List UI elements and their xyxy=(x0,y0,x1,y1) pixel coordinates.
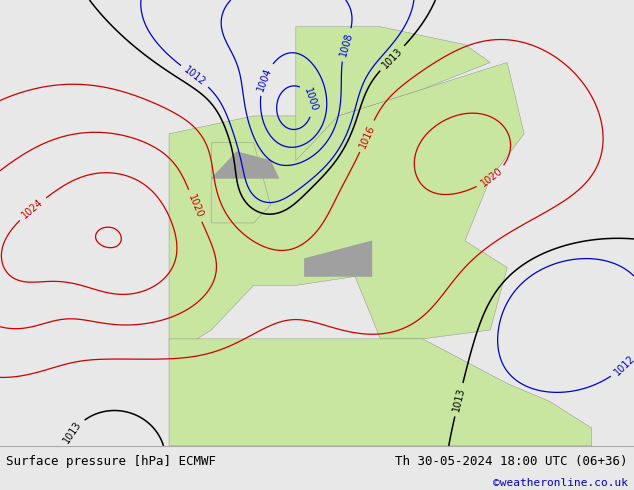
Text: 1004: 1004 xyxy=(256,66,274,92)
Text: 1000: 1000 xyxy=(302,87,319,113)
Text: ©weatheronline.co.uk: ©weatheronline.co.uk xyxy=(493,478,628,489)
Polygon shape xyxy=(169,62,524,357)
Text: 1012: 1012 xyxy=(182,65,207,88)
Text: Surface pressure [hPa] ECMWF: Surface pressure [hPa] ECMWF xyxy=(6,455,216,468)
Text: 1016: 1016 xyxy=(358,123,377,149)
Text: 1024: 1024 xyxy=(20,197,45,220)
Polygon shape xyxy=(211,143,271,223)
Text: 1012: 1012 xyxy=(612,353,634,377)
Text: Th 30-05-2024 18:00 UTC (06+36): Th 30-05-2024 18:00 UTC (06+36) xyxy=(395,455,628,468)
Polygon shape xyxy=(304,241,372,276)
Polygon shape xyxy=(296,27,490,161)
Text: 1020: 1020 xyxy=(186,193,204,219)
Polygon shape xyxy=(169,339,592,446)
Polygon shape xyxy=(211,151,279,178)
Text: 1013: 1013 xyxy=(380,46,404,71)
Text: 1008: 1008 xyxy=(338,31,354,58)
Text: 1020: 1020 xyxy=(479,166,504,189)
Text: 1013: 1013 xyxy=(61,419,84,445)
Text: 1013: 1013 xyxy=(451,387,467,413)
